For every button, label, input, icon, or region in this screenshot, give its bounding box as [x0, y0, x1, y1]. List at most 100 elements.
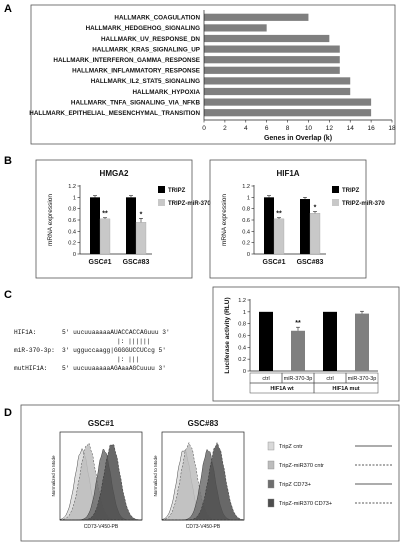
legend-swatch	[332, 199, 339, 206]
histogram-trace	[162, 442, 245, 521]
y-tick-label: 0.2	[238, 357, 246, 363]
hif1a-chart-frame	[209, 159, 367, 279]
sequence-name: mutHIF1A:	[14, 365, 47, 372]
significance-label: **	[276, 211, 282, 218]
y-tick-label: 0	[247, 252, 250, 258]
bar	[291, 330, 305, 371]
x-axis-label: CD73-V450-PB	[84, 524, 119, 530]
x-tick-label: ctrl	[326, 376, 333, 382]
legend-label: TripZ cntr	[279, 444, 303, 450]
y-tick-label: 0	[73, 252, 76, 258]
panel-a-frame	[30, 4, 396, 145]
y-axis-label: Normalized to Mode	[153, 455, 158, 497]
category-label: HALLMARK_IL2_STAT5_SIGNALING	[91, 78, 200, 85]
panel-a-label: A	[4, 3, 12, 15]
x-tick-label: 4	[244, 125, 248, 132]
bar	[204, 24, 267, 32]
luciferase-frame	[212, 286, 400, 402]
x-tick-label: miR-370-3p	[348, 376, 377, 382]
y-tick-label: 0.4	[242, 229, 250, 235]
y-tick-label: 1	[247, 195, 250, 201]
x-tick-label: GSC#1	[89, 259, 112, 266]
y-tick-label: 0.4	[68, 229, 76, 235]
sequence-name: HIF1A:	[14, 329, 36, 336]
legend-swatch	[332, 186, 339, 193]
category-label: HALLMARK_TNFA_SIGNALING_VIA_NFKB	[71, 99, 201, 106]
sequence-name: miR-370-3p:	[14, 347, 55, 354]
bar	[204, 13, 309, 21]
significance-label: **	[102, 211, 108, 218]
y-tick-label: 1	[243, 310, 246, 316]
category-label: HALLMARK_EPITHELIAL_MESENCHYMAL_TRANSITI…	[29, 110, 200, 117]
x-tick-label: 10	[305, 125, 313, 132]
group-label: HIF1A wt	[270, 386, 293, 392]
y-tick-label: 0.6	[238, 334, 246, 340]
bar	[90, 197, 100, 254]
bar	[204, 77, 351, 85]
legend-label: TRIPZ	[168, 188, 186, 194]
x-tick-label: GSC#83	[297, 259, 324, 266]
legend-swatch	[158, 186, 165, 193]
category-label: HALLMARK_KRAS_SIGNALING_UP	[92, 46, 200, 53]
y-axis-label: mRNA expression	[221, 194, 228, 246]
category-label: HALLMARK_UV_RESPONSE_DN	[101, 36, 200, 43]
panel-d-frame	[20, 404, 400, 542]
y-axis-label: Normalized to Mode	[51, 455, 56, 497]
significance-label: *	[140, 211, 143, 218]
legend-label: TRIPZ	[342, 188, 360, 194]
significance-label: **	[295, 320, 301, 327]
legend-label: TRIPZ-miR-370	[342, 201, 385, 207]
x-tick-label: 18	[388, 125, 396, 132]
category-label: HALLMARK_HYPOXIA	[132, 89, 200, 96]
y-tick-label: 0.6	[68, 218, 76, 224]
y-axis-label: Luciferase activity (RLU)	[224, 297, 231, 373]
flow-plot-title: GSC#83	[188, 419, 219, 428]
y-tick-label: 1.2	[68, 184, 76, 190]
legend-label: TripZ-miR370 CD73+	[279, 501, 332, 507]
y-tick-label: 0.2	[68, 241, 76, 247]
y-tick-label: 1	[73, 195, 76, 201]
group-label: HIF1A mut	[332, 386, 359, 392]
x-tick-label: GSC#83	[123, 259, 150, 266]
bar	[204, 109, 372, 117]
bar	[300, 199, 310, 254]
histogram-trace	[60, 443, 143, 521]
bar	[309, 213, 321, 255]
x-tick-label: miR-370-3p	[284, 376, 313, 382]
bar	[204, 87, 351, 96]
x-tick-label: 8	[286, 125, 290, 132]
x-tick-label: 14	[347, 125, 355, 132]
panel-b-label: B	[4, 155, 12, 167]
legend-label: TRIPZ-miR-370	[168, 201, 211, 207]
y-tick-label: 1.2	[238, 298, 246, 304]
legend-label: TripZ CD73+	[279, 482, 311, 488]
x-tick-label: 6	[265, 125, 269, 132]
sequence: 5' uucuuaaaaaAUACCACCAGuuu 3'	[62, 329, 170, 336]
category-label: HALLMARK_COAGULATION	[114, 15, 200, 22]
y-tick-label: 0	[243, 369, 246, 375]
bar	[99, 218, 111, 255]
hif1a-chart-title: HIF1A	[276, 169, 299, 178]
y-tick-label: 0.2	[242, 241, 250, 247]
category-label: HALLMARK_INFLAMMATORY_RESPONSE	[72, 68, 200, 75]
category-label: HALLMARK_INTERFERON_GAMMA_RESPONSE	[53, 57, 200, 64]
hmga2-chart-title: HMGA2	[100, 169, 129, 178]
y-tick-label: 0.4	[238, 345, 246, 351]
legend-swatch	[267, 460, 275, 470]
bar	[264, 197, 274, 254]
bar	[273, 218, 285, 255]
y-tick-label: 0.6	[242, 218, 250, 224]
hmga2-chart-frame	[35, 159, 193, 279]
sequence: 3' ugguccaagg|GGGGUCCUCcg 5'	[62, 347, 166, 354]
bar	[323, 311, 337, 371]
legend-swatch	[267, 498, 275, 508]
panel-c-label: C	[4, 289, 12, 301]
legend-swatch	[267, 479, 275, 489]
x-tick-label: 16	[367, 125, 375, 132]
bar	[126, 197, 136, 254]
x-tick-label: ctrl	[262, 376, 269, 382]
bar	[204, 56, 340, 64]
x-axis-label: CD73-V450-PB	[186, 524, 221, 530]
x-tick-label: 0	[202, 125, 206, 132]
